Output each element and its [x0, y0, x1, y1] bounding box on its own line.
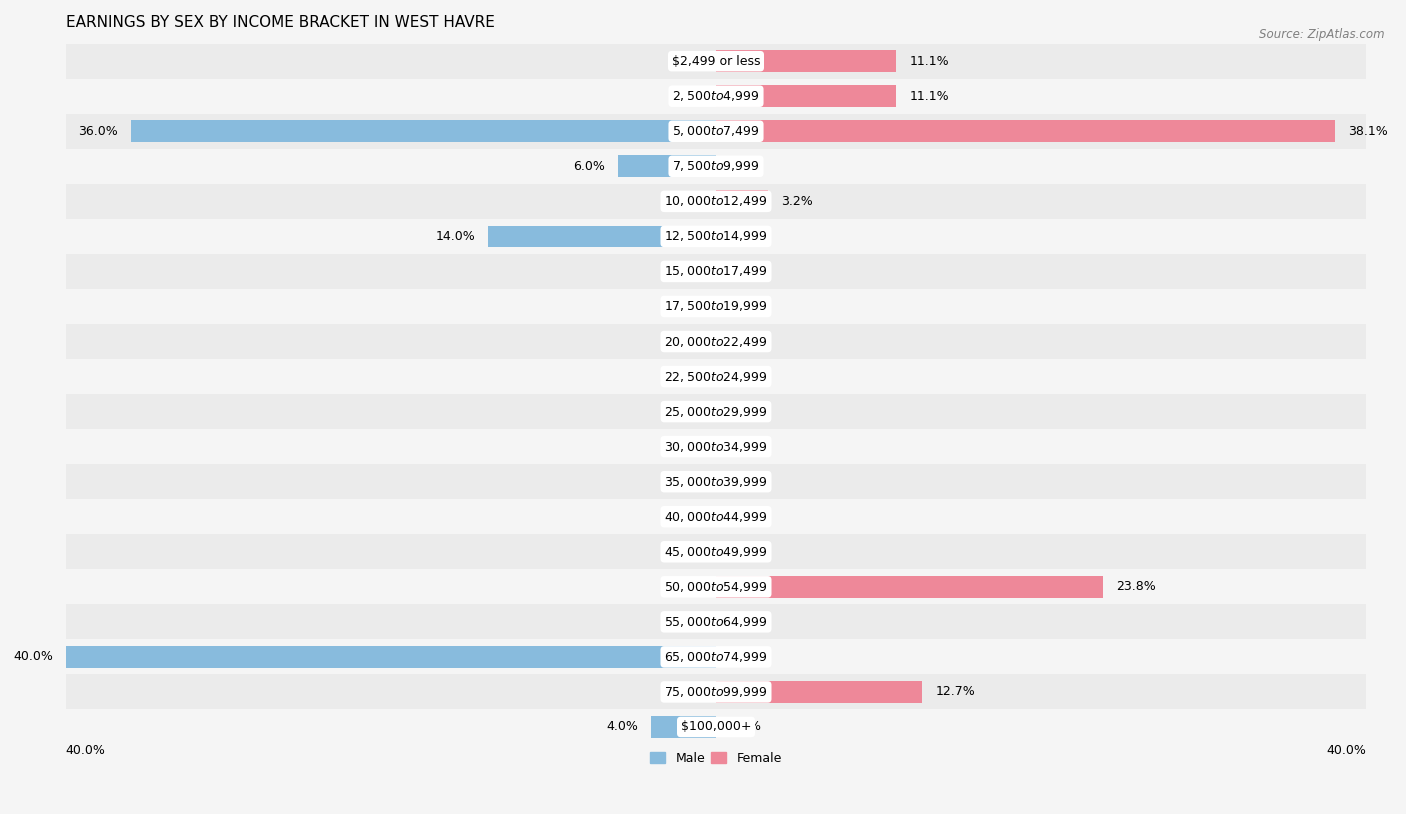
Text: 0.0%: 0.0% [728, 510, 761, 523]
Text: 12.7%: 12.7% [935, 685, 976, 698]
Text: 40.0%: 40.0% [13, 650, 53, 663]
Text: $17,500 to $19,999: $17,500 to $19,999 [664, 300, 768, 313]
Bar [716, 576, 1102, 597]
Text: 0.0%: 0.0% [671, 265, 703, 278]
Bar [66, 675, 1367, 710]
Text: 11.1%: 11.1% [910, 55, 949, 68]
Text: 0.0%: 0.0% [728, 405, 761, 418]
Bar [66, 710, 1367, 745]
Text: $65,000 to $74,999: $65,000 to $74,999 [664, 650, 768, 664]
Text: $10,000 to $12,499: $10,000 to $12,499 [664, 195, 768, 208]
Text: 0.0%: 0.0% [671, 90, 703, 103]
Bar [66, 499, 1367, 534]
Bar [716, 50, 897, 72]
Text: 0.0%: 0.0% [671, 545, 703, 558]
Text: $35,000 to $39,999: $35,000 to $39,999 [664, 475, 768, 488]
Text: $20,000 to $22,499: $20,000 to $22,499 [664, 335, 768, 348]
Text: 0.0%: 0.0% [728, 160, 761, 173]
Bar [66, 429, 1367, 464]
Text: 0.0%: 0.0% [671, 335, 703, 348]
Text: 14.0%: 14.0% [436, 230, 475, 243]
Text: $22,500 to $24,999: $22,500 to $24,999 [664, 370, 768, 383]
Text: $2,499 or less: $2,499 or less [672, 55, 761, 68]
Text: 0.0%: 0.0% [728, 615, 761, 628]
Text: $30,000 to $34,999: $30,000 to $34,999 [664, 440, 768, 453]
Text: $7,500 to $9,999: $7,500 to $9,999 [672, 160, 759, 173]
Text: $45,000 to $49,999: $45,000 to $49,999 [664, 545, 768, 558]
Text: 0.0%: 0.0% [671, 475, 703, 488]
Text: $5,000 to $7,499: $5,000 to $7,499 [672, 125, 759, 138]
Text: 23.8%: 23.8% [1116, 580, 1156, 593]
Text: 0.0%: 0.0% [671, 685, 703, 698]
Bar [66, 534, 1367, 569]
Text: 0.0%: 0.0% [728, 440, 761, 453]
Bar [66, 646, 716, 667]
Text: 11.1%: 11.1% [910, 90, 949, 103]
Bar [66, 254, 1367, 289]
Bar [488, 225, 716, 247]
Bar [131, 120, 716, 142]
Text: $50,000 to $54,999: $50,000 to $54,999 [664, 580, 768, 593]
Bar [66, 184, 1367, 219]
Text: 0.0%: 0.0% [671, 405, 703, 418]
Text: 0.0%: 0.0% [728, 300, 761, 313]
Bar [66, 639, 1367, 675]
Bar [716, 190, 768, 212]
Bar [66, 44, 1367, 79]
Text: $75,000 to $99,999: $75,000 to $99,999 [664, 685, 768, 699]
Bar [66, 464, 1367, 499]
Text: EARNINGS BY SEX BY INCOME BRACKET IN WEST HAVRE: EARNINGS BY SEX BY INCOME BRACKET IN WES… [66, 15, 495, 30]
Text: 0.0%: 0.0% [671, 55, 703, 68]
Text: 40.0%: 40.0% [1326, 745, 1367, 758]
Text: 38.1%: 38.1% [1348, 125, 1388, 138]
Text: 0.0%: 0.0% [728, 230, 761, 243]
Bar [716, 85, 897, 107]
Bar [66, 359, 1367, 394]
Text: $2,500 to $4,999: $2,500 to $4,999 [672, 90, 759, 103]
Bar [66, 604, 1367, 639]
Text: 0.0%: 0.0% [728, 650, 761, 663]
Bar [66, 394, 1367, 429]
Bar [716, 120, 1336, 142]
Text: 3.2%: 3.2% [780, 195, 813, 208]
Text: 40.0%: 40.0% [66, 745, 105, 758]
Bar [619, 155, 716, 177]
Bar [66, 569, 1367, 604]
Bar [66, 289, 1367, 324]
Text: $100,000+: $100,000+ [681, 720, 751, 733]
Bar [716, 681, 922, 702]
Bar [651, 716, 716, 737]
Bar [66, 114, 1367, 149]
Text: 0.0%: 0.0% [728, 335, 761, 348]
Text: 0.0%: 0.0% [671, 580, 703, 593]
Text: 0.0%: 0.0% [728, 720, 761, 733]
Text: 0.0%: 0.0% [728, 545, 761, 558]
Legend: Male, Female: Male, Female [645, 746, 787, 770]
Bar [66, 149, 1367, 184]
Text: 0.0%: 0.0% [671, 195, 703, 208]
Text: $25,000 to $29,999: $25,000 to $29,999 [665, 405, 768, 418]
Text: 4.0%: 4.0% [606, 720, 638, 733]
Text: $55,000 to $64,999: $55,000 to $64,999 [664, 615, 768, 629]
Text: 0.0%: 0.0% [728, 475, 761, 488]
Text: 0.0%: 0.0% [671, 440, 703, 453]
Text: Source: ZipAtlas.com: Source: ZipAtlas.com [1260, 28, 1385, 42]
Text: $40,000 to $44,999: $40,000 to $44,999 [664, 510, 768, 523]
Bar [66, 219, 1367, 254]
Text: 0.0%: 0.0% [728, 370, 761, 383]
Text: 6.0%: 6.0% [574, 160, 606, 173]
Text: 36.0%: 36.0% [79, 125, 118, 138]
Text: 0.0%: 0.0% [728, 265, 761, 278]
Text: $12,500 to $14,999: $12,500 to $14,999 [664, 230, 768, 243]
Text: 0.0%: 0.0% [671, 370, 703, 383]
Text: 0.0%: 0.0% [671, 510, 703, 523]
Text: $15,000 to $17,499: $15,000 to $17,499 [664, 265, 768, 278]
Bar [66, 79, 1367, 114]
Text: 0.0%: 0.0% [671, 615, 703, 628]
Bar [66, 324, 1367, 359]
Text: 0.0%: 0.0% [671, 300, 703, 313]
